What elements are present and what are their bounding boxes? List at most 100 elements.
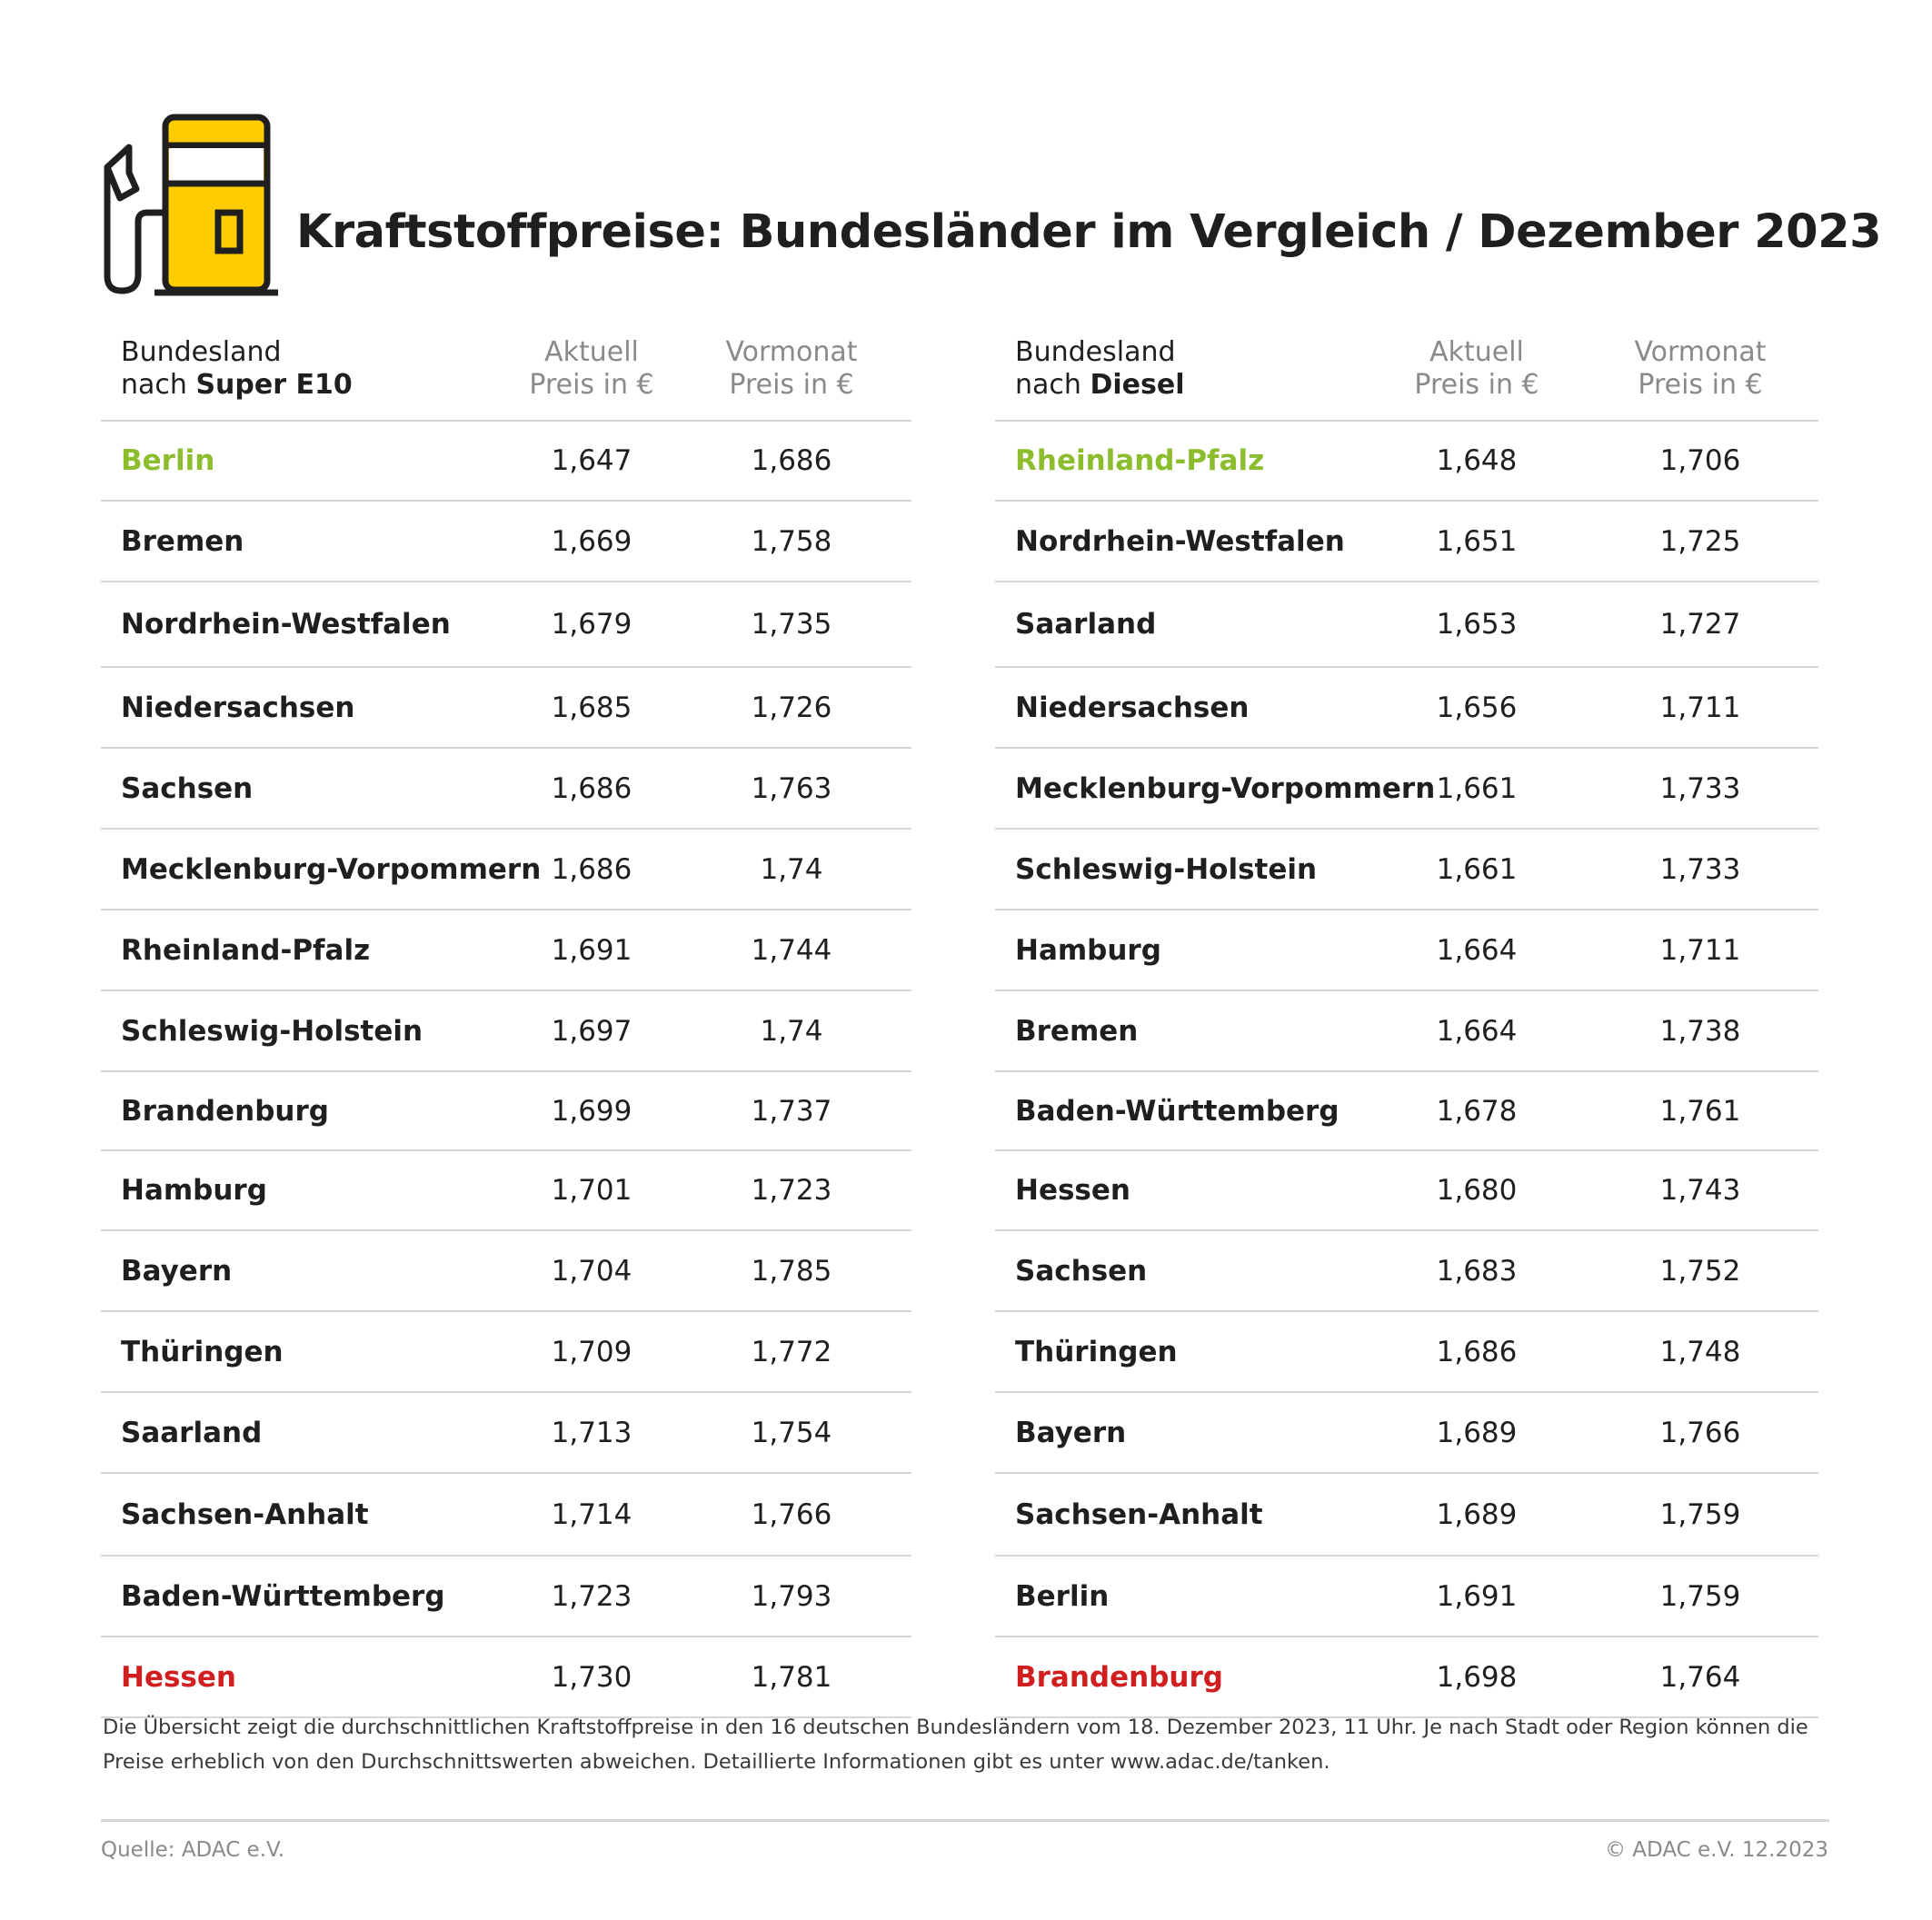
previous-price: 1,726 [751, 691, 832, 724]
bundesland-name: Bremen [1015, 1014, 1139, 1048]
bundesland-name: Thüringen [121, 1335, 284, 1368]
table-row: Sachsen-Anhalt 1,689 1,759 [995, 1474, 1818, 1557]
bundesland-name: Brandenburg [121, 1094, 329, 1128]
bundesland-name: Rheinland-Pfalz [1015, 444, 1265, 477]
bundesland-name: Mecklenburg-Vorpommern [121, 852, 542, 886]
previous-price: 1,763 [751, 771, 832, 805]
table-row: Niedersachsen 1,656 1,711 [995, 668, 1818, 749]
current-price: 1,661 [1436, 852, 1518, 886]
current-price: 1,730 [551, 1660, 632, 1694]
previous-price: 1,711 [1659, 691, 1741, 724]
previous-price: 1,752 [1659, 1254, 1741, 1288]
bundesland-name: Bremen [121, 524, 244, 558]
previous-price: 1,785 [751, 1254, 832, 1288]
table-row: Brandenburg 1,699 1,737 [101, 1072, 911, 1151]
table-row: Niedersachsen 1,685 1,726 [101, 668, 911, 749]
current-price: 1,704 [551, 1254, 632, 1288]
previous-price: 1,733 [1659, 852, 1741, 886]
current-price: 1,689 [1436, 1416, 1518, 1449]
bundesland-name: Bayern [1015, 1416, 1127, 1449]
table-header: Bundesland nach Diesel Aktuell Preis in … [995, 329, 1818, 422]
column-header-vormonat: Vormonat Preis in € [1634, 336, 1767, 401]
current-price: 1,680 [1436, 1174, 1518, 1207]
bundesland-name: Berlin [1015, 1579, 1110, 1613]
previous-price: 1,733 [1659, 771, 1741, 805]
previous-price: 1,74 [760, 1014, 823, 1048]
fuel-pump-icon [100, 113, 282, 299]
current-price: 1,698 [1436, 1660, 1518, 1694]
bundesland-name: Hamburg [121, 1174, 267, 1207]
previous-price: 1,759 [1659, 1497, 1741, 1531]
current-price: 1,647 [551, 444, 632, 477]
current-price: 1,689 [1436, 1497, 1518, 1531]
table-row: Hamburg 1,701 1,723 [101, 1151, 911, 1231]
previous-price: 1,743 [1659, 1174, 1741, 1207]
table-body: Berlin 1,647 1,686 Bremen 1,669 1,758 Nordrhei… [101, 422, 911, 1718]
bundesland-name: Sachsen-Anhalt [121, 1497, 369, 1531]
source-label: Quelle: ADAC e.V. [101, 1838, 285, 1862]
previous-price: 1,735 [751, 608, 832, 641]
current-price: 1,714 [551, 1497, 632, 1531]
bundesland-name: Niedersachsen [121, 691, 355, 724]
bundesland-name: Baden-Württemberg [121, 1579, 445, 1613]
current-price: 1,723 [551, 1579, 632, 1613]
previous-price: 1,727 [1659, 608, 1741, 641]
current-price: 1,701 [551, 1174, 632, 1207]
table-row: Schleswig-Holstein 1,661 1,733 [995, 830, 1818, 910]
table-row: Hessen 1,680 1,743 [995, 1151, 1818, 1231]
current-price: 1,686 [551, 852, 632, 886]
current-price: 1,699 [551, 1094, 632, 1128]
bundesland-name: Berlin [121, 444, 215, 477]
footnote: Die Übersicht zeigt die durchschnittlich… [103, 1716, 1808, 1774]
bundesland-name: Brandenburg [1015, 1660, 1223, 1694]
bundesland-name: Hamburg [1015, 933, 1161, 967]
table-row: Sachsen 1,683 1,752 [995, 1231, 1818, 1312]
bundesland-name: Baden-Württemberg [1015, 1094, 1339, 1128]
previous-price: 1,737 [751, 1094, 832, 1128]
current-price: 1,713 [551, 1416, 632, 1449]
table-body: Rheinland-Pfalz 1,648 1,706 Nordrhein-Westf… [995, 422, 1818, 1718]
previous-price: 1,761 [1659, 1094, 1741, 1128]
column-header-aktuell: Aktuell Preis in € [529, 336, 654, 401]
current-price: 1,697 [551, 1014, 632, 1048]
current-price: 1,653 [1436, 608, 1518, 641]
bundesland-name: Saarland [1015, 608, 1157, 641]
bundesland-name: Schleswig-Holstein [121, 1014, 423, 1048]
table-row: Nordrhein-Westfalen 1,651 1,725 [995, 502, 1818, 582]
current-price: 1,709 [551, 1335, 632, 1368]
bundesland-name: Nordrhein-Westfalen [1015, 524, 1345, 558]
current-price: 1,664 [1436, 933, 1518, 967]
table-row: Bayern 1,689 1,766 [995, 1393, 1818, 1474]
current-price: 1,664 [1436, 1014, 1518, 1048]
previous-price: 1,759 [1659, 1579, 1741, 1613]
table-row: Baden-Württemberg 1,723 1,793 [101, 1557, 911, 1637]
table-row: Mecklenburg-Vorpommern 1,686 1,74 [101, 830, 911, 910]
copyright-label: © ADAC e.V. 12.2023 [1604, 1838, 1828, 1862]
previous-price: 1,725 [1659, 524, 1741, 558]
column-header-bundesland: Bundesland nach Diesel [1015, 336, 1185, 401]
current-price: 1,648 [1436, 444, 1518, 477]
table-row: Bayern 1,704 1,785 [101, 1231, 911, 1312]
footer-divider [101, 1819, 1829, 1822]
previous-price: 1,754 [751, 1416, 832, 1449]
table-header: Bundesland nach Super E10 Aktuell Preis … [101, 329, 911, 422]
table-row: Berlin 1,647 1,686 [101, 422, 911, 502]
bundesland-name: Bayern [121, 1254, 233, 1288]
previous-price: 1,686 [751, 444, 832, 477]
previous-price: 1,711 [1659, 933, 1741, 967]
table-row: Thüringen 1,709 1,772 [101, 1312, 911, 1393]
previous-price: 1,772 [751, 1335, 832, 1368]
current-price: 1,661 [1436, 771, 1518, 805]
table-row: Hamburg 1,664 1,711 [995, 910, 1818, 991]
previous-price: 1,706 [1659, 444, 1741, 477]
table-row: Rheinland-Pfalz 1,691 1,744 [101, 910, 911, 991]
bundesland-name: Mecklenburg-Vorpommern [1015, 771, 1436, 805]
table-row: Saarland 1,653 1,727 [995, 582, 1818, 668]
current-price: 1,679 [551, 608, 632, 641]
table-row: Thüringen 1,686 1,748 [995, 1312, 1818, 1393]
previous-price: 1,738 [1659, 1014, 1741, 1048]
super-e10-table: Bundesland nach Super E10 Aktuell Preis … [101, 329, 911, 1718]
table-row: Bremen 1,664 1,738 [995, 991, 1818, 1072]
current-price: 1,685 [551, 691, 632, 724]
bundesland-name: Rheinland-Pfalz [121, 933, 371, 967]
